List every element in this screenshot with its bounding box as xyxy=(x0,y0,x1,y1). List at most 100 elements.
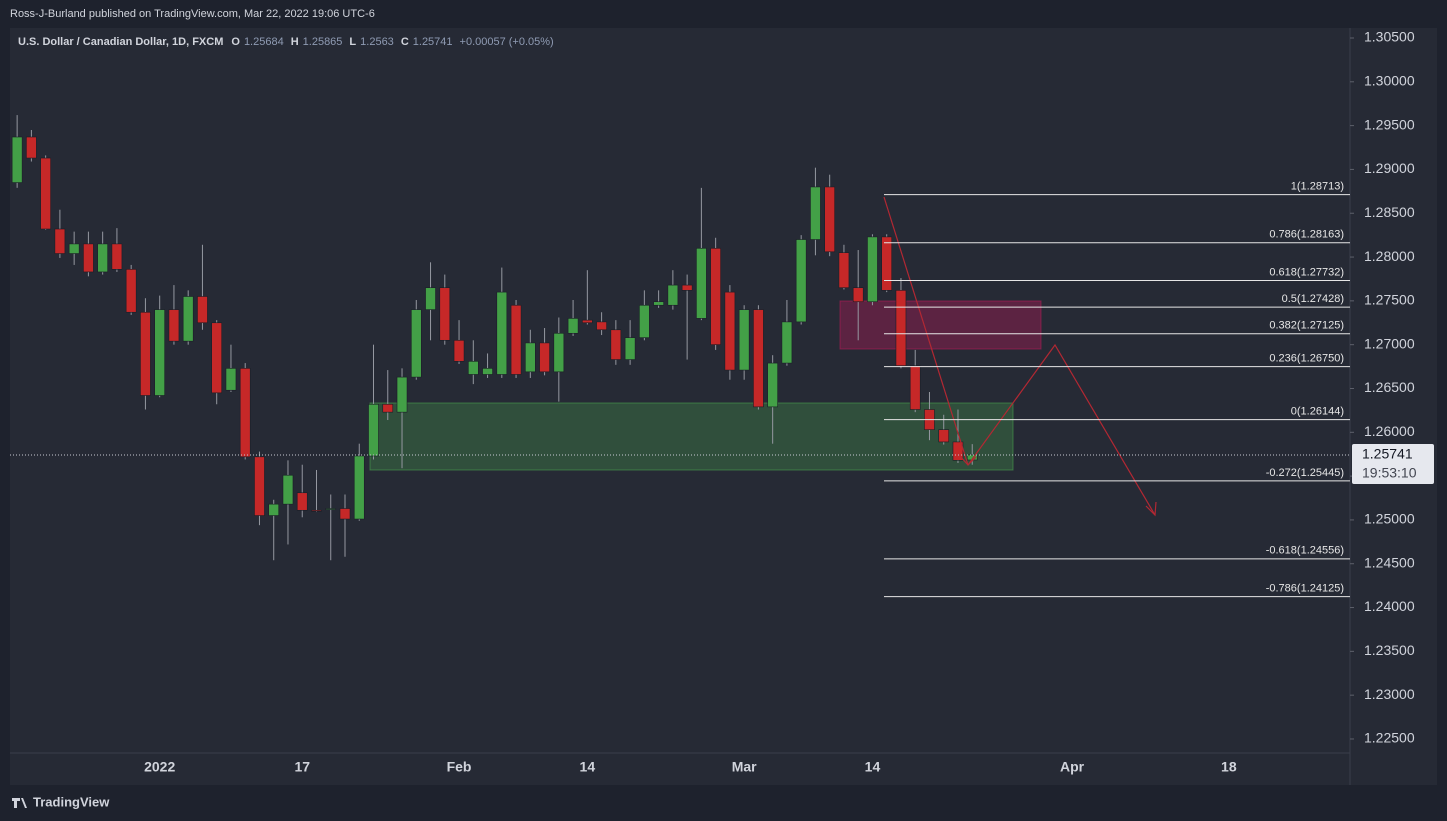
candle-body xyxy=(182,296,194,342)
candle-body xyxy=(197,296,208,324)
fib-label: 0.786(1.28163) xyxy=(1269,229,1344,241)
candle-body xyxy=(26,136,37,159)
candle-body xyxy=(938,429,950,443)
ohlc-label: L xyxy=(349,36,356,48)
candle-body xyxy=(211,322,223,394)
candle-body xyxy=(639,304,650,338)
candle-body xyxy=(767,362,778,408)
x-tick-label: 14 xyxy=(580,759,596,775)
candle-body xyxy=(795,239,807,323)
x-tick-label: Feb xyxy=(447,759,472,775)
candle-body xyxy=(225,368,237,391)
candle-body xyxy=(425,287,436,310)
candle-body xyxy=(239,368,251,458)
supply-zone xyxy=(839,300,1042,350)
fib-label: -0.272(1.25445) xyxy=(1266,467,1344,479)
plot-area xyxy=(10,28,1350,785)
demand-zone xyxy=(369,402,1014,471)
candle-body xyxy=(867,236,878,303)
candle-body xyxy=(467,361,479,375)
candle-body xyxy=(396,376,408,413)
candle-body xyxy=(596,321,607,331)
candle-body xyxy=(83,243,94,273)
ohlc-value: 1.25684 xyxy=(244,36,284,48)
candle-body xyxy=(11,136,23,183)
y-tick-label: 1.23000 xyxy=(1364,686,1415,702)
candle-body xyxy=(909,365,921,410)
candle-body xyxy=(610,329,622,360)
arrow-line xyxy=(967,343,1156,516)
candle-body xyxy=(254,456,265,516)
candle-body xyxy=(339,508,351,520)
candle-body xyxy=(852,287,864,303)
candle-body xyxy=(667,284,679,306)
x-tick-label: 14 xyxy=(865,759,881,775)
change: +0.00057 (+0.05%) xyxy=(460,36,554,48)
candle-body xyxy=(724,291,736,371)
ohlc-value: 1.25741 xyxy=(413,36,453,48)
fib-label: 0(1.26144) xyxy=(1291,406,1344,418)
x-tick-label: 2022 xyxy=(144,759,175,775)
fib-label: -0.786(1.24125) xyxy=(1266,582,1344,594)
y-tick-label: 1.27000 xyxy=(1364,335,1415,351)
candle-body xyxy=(824,186,835,253)
y-tick-label: 1.28000 xyxy=(1364,248,1415,264)
y-tick-label: 1.25000 xyxy=(1364,511,1415,527)
y-tick-label: 1.30000 xyxy=(1364,73,1415,89)
candle-body xyxy=(68,243,80,254)
price-tag: 1.25741 xyxy=(1362,446,1413,462)
candle-body xyxy=(268,503,280,516)
candle-body xyxy=(97,243,108,273)
candle-body xyxy=(781,321,793,364)
y-tick-label: 1.29500 xyxy=(1364,116,1415,132)
y-tick-label: 1.29000 xyxy=(1364,160,1415,176)
fib-label: 0.236(1.26750) xyxy=(1269,352,1344,364)
candle-body xyxy=(681,284,693,291)
candle-body xyxy=(410,309,422,378)
candle-body xyxy=(154,309,165,396)
instrument-title: U.S. Dollar / Canadian Dollar, 1D, FXCM xyxy=(18,36,223,48)
logo-icon xyxy=(12,798,27,808)
arrow-line xyxy=(883,196,969,466)
candle-body xyxy=(881,236,893,291)
candle-body xyxy=(738,309,750,371)
y-tick-label: 1.26000 xyxy=(1364,423,1415,439)
candle-body xyxy=(168,309,180,342)
fib-label: 1(1.28713) xyxy=(1291,180,1344,192)
candle-body xyxy=(810,186,821,240)
y-tick-label: 1.22500 xyxy=(1364,730,1415,746)
candle-body xyxy=(510,304,522,375)
candle-body xyxy=(125,269,137,313)
candle-body xyxy=(895,290,907,367)
candles xyxy=(11,115,978,561)
candle-body xyxy=(282,474,294,505)
ohlc-label: H xyxy=(291,36,299,48)
candle-body xyxy=(952,441,964,461)
candle-body xyxy=(496,291,508,375)
y-tick-label: 1.30500 xyxy=(1364,29,1415,45)
price-tag-bg xyxy=(1352,443,1434,484)
candle-body xyxy=(54,228,66,254)
y-tick-label: 1.28500 xyxy=(1364,204,1415,220)
candle-body xyxy=(696,247,707,319)
candle-body xyxy=(582,319,593,324)
candle-body xyxy=(296,492,308,511)
candle-body xyxy=(553,332,565,373)
ohlc-value: 1.2563 xyxy=(360,36,394,48)
candle-body xyxy=(368,403,379,457)
arrow-head xyxy=(1145,501,1157,517)
price-axis-area xyxy=(1350,28,1437,785)
fib-label: 0.382(1.27125) xyxy=(1269,320,1344,332)
candle-body xyxy=(753,309,764,408)
candle-body xyxy=(382,403,394,413)
candle-body xyxy=(653,301,664,306)
candle-body xyxy=(311,509,322,512)
candle-body xyxy=(539,342,550,373)
footer-logo: TradingView xyxy=(33,794,110,809)
countdown: 19:53:10 xyxy=(1362,465,1417,481)
candle-body xyxy=(353,455,365,520)
x-tick-label: 18 xyxy=(1221,759,1237,775)
y-tick-label: 1.23500 xyxy=(1364,642,1415,658)
y-tick-label: 1.24500 xyxy=(1364,554,1415,570)
